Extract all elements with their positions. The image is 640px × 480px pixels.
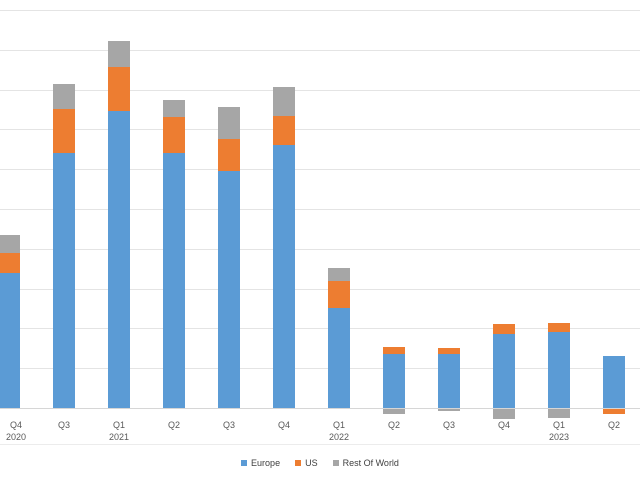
gridline <box>0 50 640 51</box>
x-axis-tick-quarter: Q2 <box>387 420 400 430</box>
bar-segment-europe-q2[interactable] <box>383 354 405 408</box>
x-axis-tick-quarter: Q3 <box>222 420 235 430</box>
x-axis-tick-quarter: Q2 <box>607 420 620 430</box>
x-axis-tick-quarter: Q1 <box>112 420 125 430</box>
x-axis-tick-quarter: Q2 <box>167 420 180 430</box>
gridline <box>0 90 640 91</box>
gridline <box>0 368 640 369</box>
x-axis-tick-quarter: Q1 <box>332 420 345 430</box>
bar-segment-rest-of-world-q3[interactable] <box>438 409 460 411</box>
bar-segment-us-q3[interactable] <box>53 109 75 153</box>
bar-segment-rest-of-world-q1-2022[interactable] <box>328 268 350 281</box>
x-axis-tick-year: 2023 <box>548 432 570 442</box>
gridline <box>0 129 640 130</box>
bar-segment-europe-q2[interactable] <box>163 153 185 408</box>
chart-legend: Europe US Rest Of World <box>0 458 640 468</box>
gridline <box>0 249 640 250</box>
x-axis-tick-quarter: Q3 <box>442 420 455 430</box>
bar-segment-europe-q3[interactable] <box>218 171 240 408</box>
bar-segment-rest-of-world-q3[interactable] <box>53 84 75 109</box>
x-axis-tick-year: 2021 <box>108 432 130 442</box>
bar-segment-europe-q1-2021[interactable] <box>108 111 130 408</box>
bar-segment-rest-of-world-q1-2021[interactable] <box>108 41 130 67</box>
bar-segment-rest-of-world-q4[interactable] <box>493 409 515 419</box>
bar-segment-us-q1-2023[interactable] <box>548 323 570 332</box>
gridline <box>0 328 640 329</box>
bar-segment-europe-q1-2022[interactable] <box>328 308 350 408</box>
bar-segment-us-q3[interactable] <box>218 139 240 171</box>
legend-item-rest-of-world[interactable]: Rest Of World <box>332 458 399 468</box>
gridline <box>0 209 640 210</box>
x-axis-tick-year: 2022 <box>328 432 350 442</box>
bar-segment-us-q1-2021[interactable] <box>108 67 130 111</box>
x-axis-line <box>0 408 640 409</box>
legend-item-europe[interactable]: Europe <box>241 458 280 468</box>
legend-label: US <box>305 458 318 468</box>
bar-segment-europe-q4[interactable] <box>273 145 295 408</box>
divider-line <box>0 444 640 445</box>
bar-segment-europe-q3[interactable] <box>53 153 75 408</box>
legend-item-us[interactable]: US <box>295 458 318 468</box>
bar-segment-europe-q2[interactable] <box>603 356 625 408</box>
bar-segment-europe-q1-2023[interactable] <box>548 332 570 408</box>
bar-segment-europe-q4-2020[interactable] <box>0 273 20 408</box>
bar-segment-us-q3[interactable] <box>438 348 460 354</box>
bar-segment-rest-of-world-q2[interactable] <box>163 100 185 117</box>
bar-segment-rest-of-world-q2[interactable] <box>383 409 405 414</box>
x-axis-tick-quarter: Q4 <box>277 420 290 430</box>
x-axis-tick-quarter: Q4 <box>9 420 22 430</box>
bar-segment-europe-q3[interactable] <box>438 354 460 408</box>
bar-segment-rest-of-world-q4-2020[interactable] <box>0 235 20 253</box>
x-axis-tick-quarter: Q4 <box>497 420 510 430</box>
europe-swatch-icon <box>241 460 248 466</box>
bar-segment-rest-of-world-q3[interactable] <box>218 107 240 139</box>
legend-label: Rest Of World <box>342 458 399 468</box>
gridline <box>0 289 640 290</box>
us-swatch-icon <box>295 460 302 466</box>
bar-segment-europe-q4[interactable] <box>493 334 515 408</box>
legend-label: Europe <box>251 458 281 468</box>
x-axis-tick-quarter: Q1 <box>552 420 565 430</box>
x-axis-tick-year: 2020 <box>5 432 27 442</box>
bar-segment-us-q2[interactable] <box>163 117 185 153</box>
gridline <box>0 10 640 11</box>
bar-segment-us-q4[interactable] <box>273 116 295 145</box>
bar-segment-us-q4-2020[interactable] <box>0 253 20 273</box>
bar-segment-rest-of-world-q4[interactable] <box>273 87 295 116</box>
bar-segment-us-q2[interactable] <box>383 347 405 354</box>
bar-segment-us-q4[interactable] <box>493 324 515 334</box>
gridline <box>0 169 640 170</box>
rest-of-world-swatch-icon <box>332 460 339 466</box>
bar-segment-rest-of-world-q1-2023[interactable] <box>548 409 570 418</box>
bar-segment-us-q2[interactable] <box>603 409 625 414</box>
bar-segment-us-q1-2022[interactable] <box>328 281 350 308</box>
x-axis-tick-quarter: Q3 <box>57 420 70 430</box>
